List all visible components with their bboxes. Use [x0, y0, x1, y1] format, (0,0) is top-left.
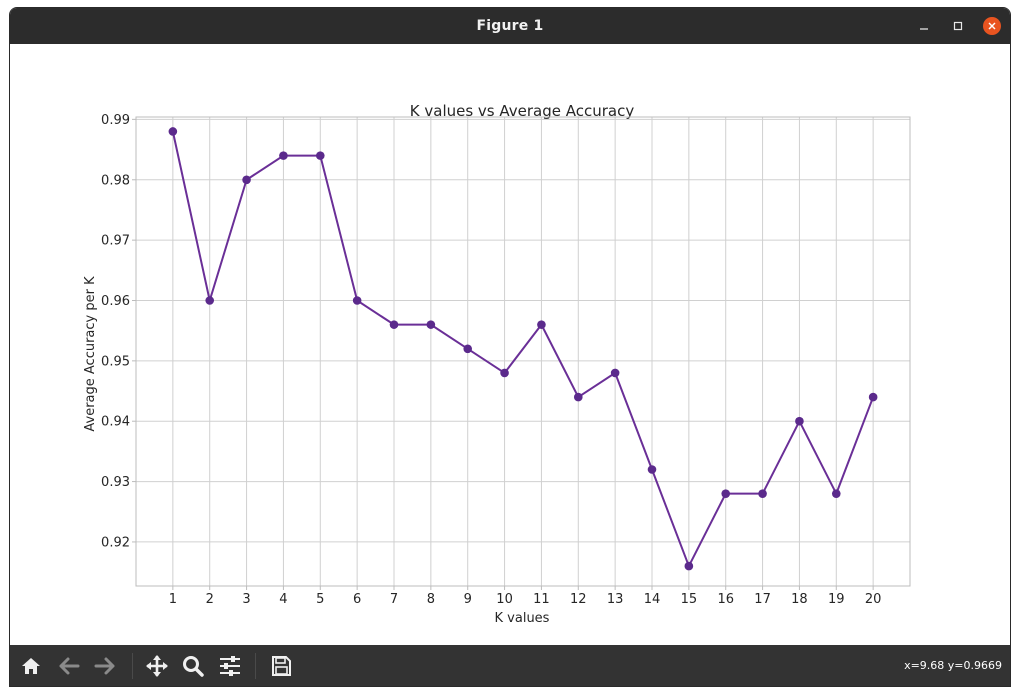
- figure-window: Figure 1 K values vs Average Accuracy K …: [10, 8, 1010, 686]
- data-point: [315, 151, 325, 160]
- x-tick-label: 14: [644, 592, 661, 607]
- y-tick-label: 0.95: [101, 354, 130, 369]
- x-tick-label: 12: [570, 592, 587, 607]
- data-point: [831, 489, 841, 498]
- data-point: [279, 151, 288, 160]
- y-tick-label: 0.94: [101, 415, 130, 430]
- data-point: [795, 416, 804, 426]
- x-tick-label: 11: [533, 592, 550, 607]
- data-point: [573, 392, 583, 402]
- x-tick-label: 15: [681, 592, 698, 607]
- zoom-button[interactable]: [180, 653, 206, 679]
- data-point: [352, 296, 362, 305]
- data-point: [758, 489, 767, 498]
- x-tick-label: 4: [279, 592, 287, 607]
- figure-canvas[interactable]: K values vs Average Accuracy K values Av…: [10, 44, 1010, 645]
- x-tick-label: 5: [316, 592, 324, 607]
- maximize-icon: [953, 21, 963, 31]
- forward-icon: [94, 657, 115, 675]
- home-button[interactable]: [18, 653, 44, 679]
- y-tick-label: 0.98: [101, 173, 130, 188]
- y-tick-label: 0.93: [101, 475, 130, 490]
- data-point: [426, 320, 436, 329]
- data-point: [168, 127, 178, 136]
- data-points: [168, 127, 878, 571]
- data-point: [389, 320, 399, 329]
- cursor-coordinates: x=9.68 y=0.9669: [904, 659, 1002, 672]
- y-tick-label: 0.92: [101, 535, 130, 550]
- x-tick-label: 1: [169, 592, 177, 607]
- y-tick-label: 0.97: [101, 234, 130, 249]
- maximize-button[interactable]: [949, 17, 967, 35]
- line-chart: K values vs Average Accuracy K values Av…: [83, 102, 911, 626]
- y-tick-label: 0.96: [101, 294, 130, 309]
- grid: [136, 117, 910, 586]
- x-tick-label: 9: [464, 592, 472, 607]
- x-tick-label: 10: [496, 592, 513, 607]
- x-tick-label: 8: [427, 592, 435, 607]
- series-line: [171, 131, 875, 569]
- y-axis-label: Average Accuracy per K: [83, 276, 98, 432]
- x-tick-label: 16: [717, 592, 734, 607]
- title-bar[interactable]: Figure 1: [10, 8, 1010, 44]
- back-icon: [59, 657, 80, 675]
- pan-icon: [146, 655, 168, 677]
- configure-subplots-button[interactable]: [217, 653, 243, 679]
- save-icon: [272, 656, 291, 676]
- chart-title: K values vs Average Accuracy: [410, 102, 635, 120]
- x-tick-label: 18: [791, 592, 808, 607]
- toolbar-separator: [255, 653, 256, 679]
- data-point: [684, 561, 694, 571]
- close-icon: [988, 22, 996, 30]
- pan-button[interactable]: [144, 653, 170, 679]
- configure-subplots-icon: [220, 656, 240, 676]
- data-point: [610, 368, 620, 378]
- data-point: [721, 489, 731, 498]
- window-title: Figure 1: [476, 18, 544, 34]
- forward-button[interactable]: [92, 653, 118, 679]
- x-tick-label: 20: [865, 592, 882, 607]
- x-tick-label: 13: [607, 592, 624, 607]
- x-axis-label: K values: [495, 611, 550, 626]
- minimize-button[interactable]: [915, 17, 933, 35]
- zoom-icon: [183, 656, 204, 677]
- data-point: [463, 344, 473, 354]
- save-button[interactable]: [268, 653, 294, 679]
- ticks: 1 2 3 4 5 6 7 8 9 10 11 12 13 14 15 16 17 18 19 200.920.930…: [101, 113, 881, 607]
- data-point: [647, 465, 657, 474]
- x-tick-label: 2: [206, 592, 214, 607]
- x-tick-label: 17: [754, 592, 771, 607]
- toolbar-separator: [132, 653, 133, 679]
- data-point: [242, 175, 251, 185]
- close-button[interactable]: [983, 17, 1001, 35]
- axes-frame: [135, 116, 911, 587]
- minimize-icon: [920, 28, 928, 30]
- data-point: [537, 320, 546, 329]
- back-button[interactable]: [56, 653, 82, 679]
- x-tick-label: 6: [353, 592, 361, 607]
- navigation-toolbar: x=9.68 y=0.9669: [10, 645, 1010, 686]
- y-tick-label: 0.99: [101, 113, 130, 128]
- x-tick-label: 3: [242, 592, 250, 607]
- data-point: [500, 368, 509, 378]
- x-tick-label: 7: [390, 592, 398, 607]
- data-point: [868, 392, 878, 402]
- x-tick-label: 19: [828, 592, 845, 607]
- data-point: [205, 296, 215, 305]
- home-icon: [22, 658, 40, 674]
